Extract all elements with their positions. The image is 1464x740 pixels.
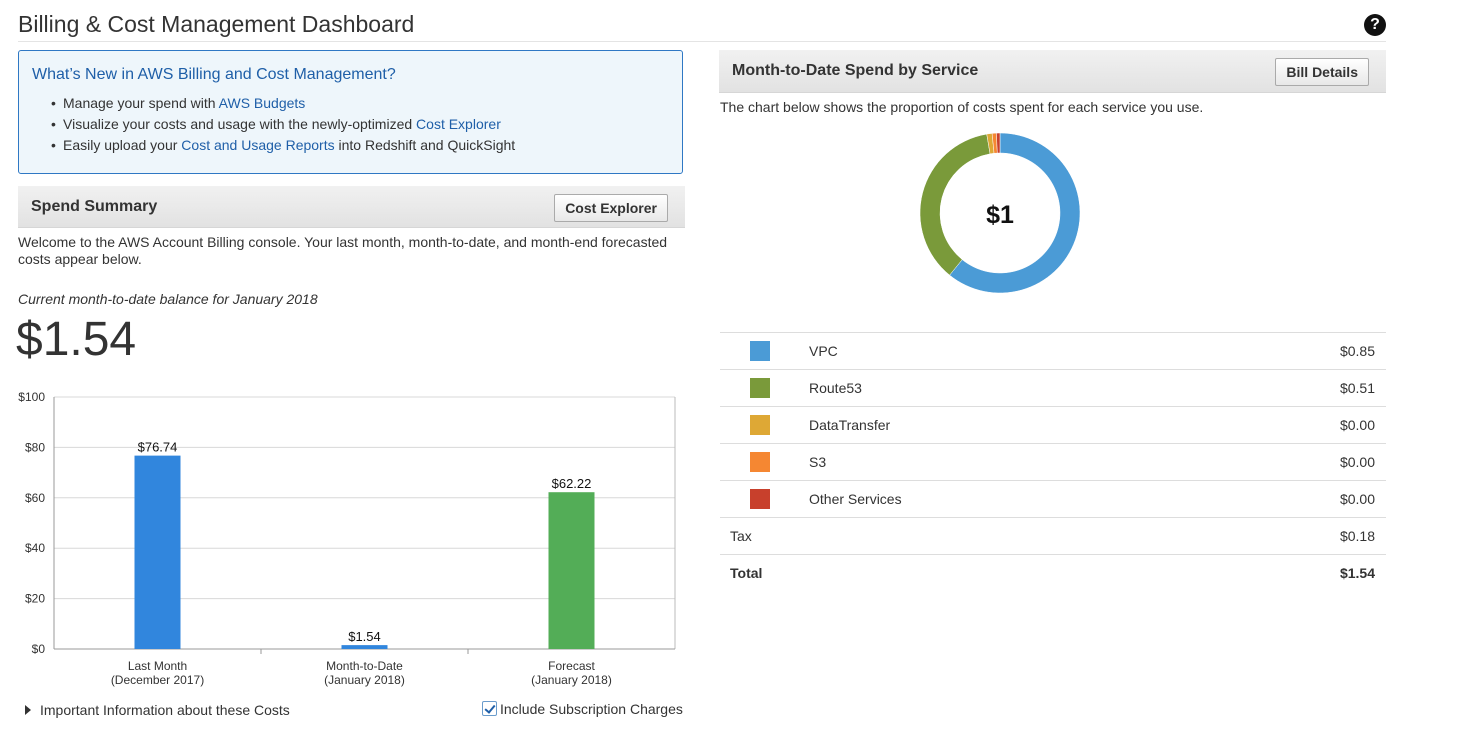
balance-caption: Current month-to-date balance for Januar… — [18, 291, 318, 307]
caret-right-icon — [25, 705, 31, 715]
category-sublabel: (December 2017) — [111, 673, 204, 687]
cost-usage-reports-link[interactable]: Cost and Usage Reports — [181, 137, 335, 153]
service-spend-description: The chart below shows the proportion of … — [720, 99, 1204, 115]
important-info-label: Important Information about these Costs — [40, 702, 290, 718]
service-swatch-cell — [720, 332, 809, 370]
bar-value-label: $1.54 — [348, 629, 381, 644]
service-color-swatch — [750, 341, 770, 361]
spend-summary-header: Spend Summary Cost Explorer — [18, 186, 685, 228]
service-name: Other Services — [809, 480, 1195, 518]
service-color-swatch — [750, 452, 770, 472]
bar[interactable] — [548, 492, 595, 649]
service-color-swatch — [750, 378, 770, 398]
service-swatch-cell — [720, 443, 809, 481]
y-tick-label: $40 — [25, 541, 45, 555]
total-amount: $1.54 — [1194, 554, 1386, 591]
page-title: Billing & Cost Management Dashboard — [18, 11, 415, 37]
category-label: Last Month — [128, 659, 187, 673]
whats-new-item-text-after: into Redshift and QuickSight — [334, 137, 516, 153]
tax-label: Tax — [720, 517, 1195, 555]
total-label: Total — [720, 554, 1195, 591]
include-subscription-option: Include Subscription Charges — [482, 701, 683, 717]
service-name: S3 — [809, 443, 1195, 481]
service-row: S3 $0.00 — [720, 443, 1386, 481]
whats-new-item-text: Manage your spend with — [63, 95, 219, 111]
service-donut-chart: $1 — [919, 132, 1081, 294]
whats-new-item-text: Easily upload your — [63, 137, 182, 153]
spend-bar-chart: $0 $20 $40 $60 $80 $100 $76.74 $1.54 $62.22 Las… — [18, 390, 676, 687]
service-amount: $0.00 — [1194, 480, 1386, 518]
include-subscription-label: Include Subscription Charges — [500, 701, 683, 717]
service-row: Other Services $0.00 — [720, 480, 1386, 518]
whats-new-item: • Manage your spend with AWS Budgets — [32, 93, 515, 114]
spend-summary-intro: Welcome to the AWS Account Billing conso… — [18, 234, 668, 267]
whats-new-panel: What’s New in AWS Billing and Cost Manag… — [18, 50, 683, 174]
bar[interactable] — [341, 645, 388, 649]
donut-slice-route53[interactable] — [919, 133, 991, 276]
bar-value-label: $76.74 — [138, 440, 178, 455]
service-row: Route53 $0.51 — [720, 369, 1386, 407]
whats-new-item-text: Visualize your costs and usage with the … — [63, 116, 417, 132]
bullet-icon: • — [51, 137, 56, 153]
y-tick-label: $60 — [25, 491, 45, 505]
y-tick-label: $0 — [32, 642, 46, 656]
bar-value-label: $62.22 — [552, 476, 592, 491]
service-swatch-cell — [720, 406, 809, 444]
tax-row: Tax $0.18 — [720, 517, 1386, 555]
important-info-toggle[interactable]: Important Information about these Costs — [25, 702, 290, 718]
bullet-icon: • — [51, 116, 56, 132]
y-tick-label: $80 — [25, 440, 45, 454]
service-color-swatch — [750, 415, 770, 435]
category-label: Forecast — [548, 659, 595, 673]
y-tick-label: $100 — [18, 390, 45, 404]
service-row: VPC $0.85 — [720, 332, 1386, 370]
whats-new-item: • Visualize your costs and usage with the… — [32, 114, 515, 135]
service-row: DataTransfer $0.00 — [720, 406, 1386, 444]
service-color-swatch — [750, 489, 770, 509]
service-name: Route53 — [809, 369, 1195, 407]
service-swatch-cell — [720, 369, 809, 407]
cost-explorer-button[interactable]: Cost Explorer — [554, 194, 668, 222]
total-row: Total $1.54 — [720, 554, 1386, 591]
service-name: DataTransfer — [809, 406, 1195, 444]
service-spend-title: Month-to-Date Spend by Service — [732, 62, 979, 79]
service-spend-header: Month-to-Date Spend by Service Bill Deta… — [719, 50, 1386, 93]
tax-amount: $0.18 — [1194, 517, 1386, 555]
service-swatch-cell — [720, 480, 809, 518]
donut-slice-other-services[interactable] — [996, 132, 1001, 154]
whats-new-list: • Manage your spend with AWS Budgets • Vis… — [32, 93, 515, 156]
bar[interactable] — [134, 455, 181, 649]
category-sublabel: (January 2018) — [324, 673, 405, 687]
service-name: VPC — [809, 332, 1195, 370]
y-tick-label: $20 — [25, 592, 45, 606]
category-label: Month-to-Date — [326, 659, 403, 673]
donut-slice-vpc[interactable] — [949, 132, 1081, 294]
aws-budgets-link[interactable]: AWS Budgets — [218, 95, 306, 111]
service-amount: $0.00 — [1194, 406, 1386, 444]
service-amount: $0.51 — [1194, 369, 1386, 407]
question-circle-icon[interactable]: ? — [1364, 14, 1386, 36]
spend-summary-title: Spend Summary — [31, 198, 158, 215]
service-spend-table: VPC $0.85 Route53 $0.51 DataTransfer $0.00 S3 $… — [720, 332, 1386, 591]
bullet-icon: • — [51, 95, 56, 111]
whats-new-title: What’s New in AWS Billing and Cost Manag… — [32, 66, 396, 83]
donut-center-total: $1 — [986, 201, 1014, 229]
include-subscription-checkbox[interactable] — [482, 701, 497, 716]
balance-value: $1.54 — [16, 313, 137, 366]
service-amount: $0.85 — [1194, 332, 1386, 370]
page-header: Billing & Cost Management Dashboard ? — [18, 0, 1386, 42]
cost-explorer-link[interactable]: Cost Explorer — [416, 116, 501, 132]
whats-new-item: • Easily upload your Cost and Usage Repor… — [32, 135, 515, 156]
category-sublabel: (January 2018) — [531, 673, 612, 687]
bill-details-button[interactable]: Bill Details — [1275, 58, 1369, 86]
service-amount: $0.00 — [1194, 443, 1386, 481]
